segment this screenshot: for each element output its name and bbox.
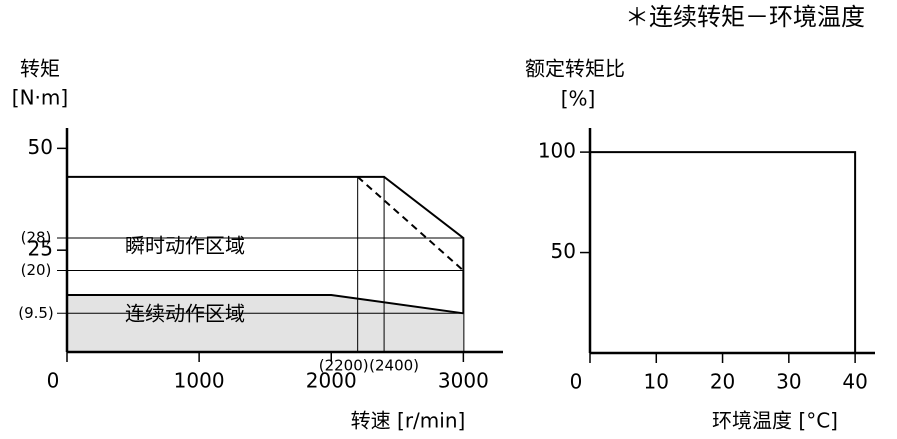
y-axis-title: 转矩 bbox=[20, 57, 60, 81]
region-label: 瞬时动作区域 bbox=[125, 234, 245, 258]
x-axis-title: 转速 [r/min] bbox=[351, 409, 466, 433]
x-axis-title: 环境温度 [°C] bbox=[712, 409, 838, 433]
line bbox=[590, 151, 857, 353]
y-axis-unit: [%] bbox=[561, 87, 596, 111]
x-tick-label: 20 bbox=[710, 370, 735, 394]
line bbox=[67, 175, 465, 352]
line bbox=[357, 176, 465, 272]
x-tick-label: 10 bbox=[644, 370, 669, 394]
y-tick-label: 50 bbox=[551, 239, 576, 263]
y-axis-title: 额定转矩比 bbox=[525, 57, 625, 81]
y-axis-unit: [N·m] bbox=[12, 86, 68, 110]
region-label: 连续动作区域 bbox=[125, 302, 245, 326]
x-marker-label: (2400) bbox=[369, 357, 419, 375]
x-tick-label: 30 bbox=[776, 370, 801, 394]
line bbox=[67, 293, 464, 315]
y-tick-label: 25 bbox=[28, 237, 53, 261]
x-tick-label: 1000 bbox=[174, 369, 225, 393]
x-tick-label: 0 bbox=[570, 370, 583, 394]
page-title: ＊连续转矩－环境温度 bbox=[625, 3, 865, 31]
y-tick-label: 100 bbox=[538, 139, 576, 163]
x-tick-label: 2000 bbox=[306, 369, 357, 393]
y-tick-label: (20) bbox=[21, 261, 52, 279]
y-tick-label: (28) bbox=[21, 228, 52, 246]
x-tick-label: 0 bbox=[47, 369, 60, 393]
area bbox=[67, 294, 464, 352]
y-tick-label: 50 bbox=[28, 135, 53, 159]
y-tick-label: (9.5) bbox=[18, 304, 54, 322]
x-tick-label: 40 bbox=[842, 370, 867, 394]
x-tick-label: 3000 bbox=[438, 369, 489, 393]
